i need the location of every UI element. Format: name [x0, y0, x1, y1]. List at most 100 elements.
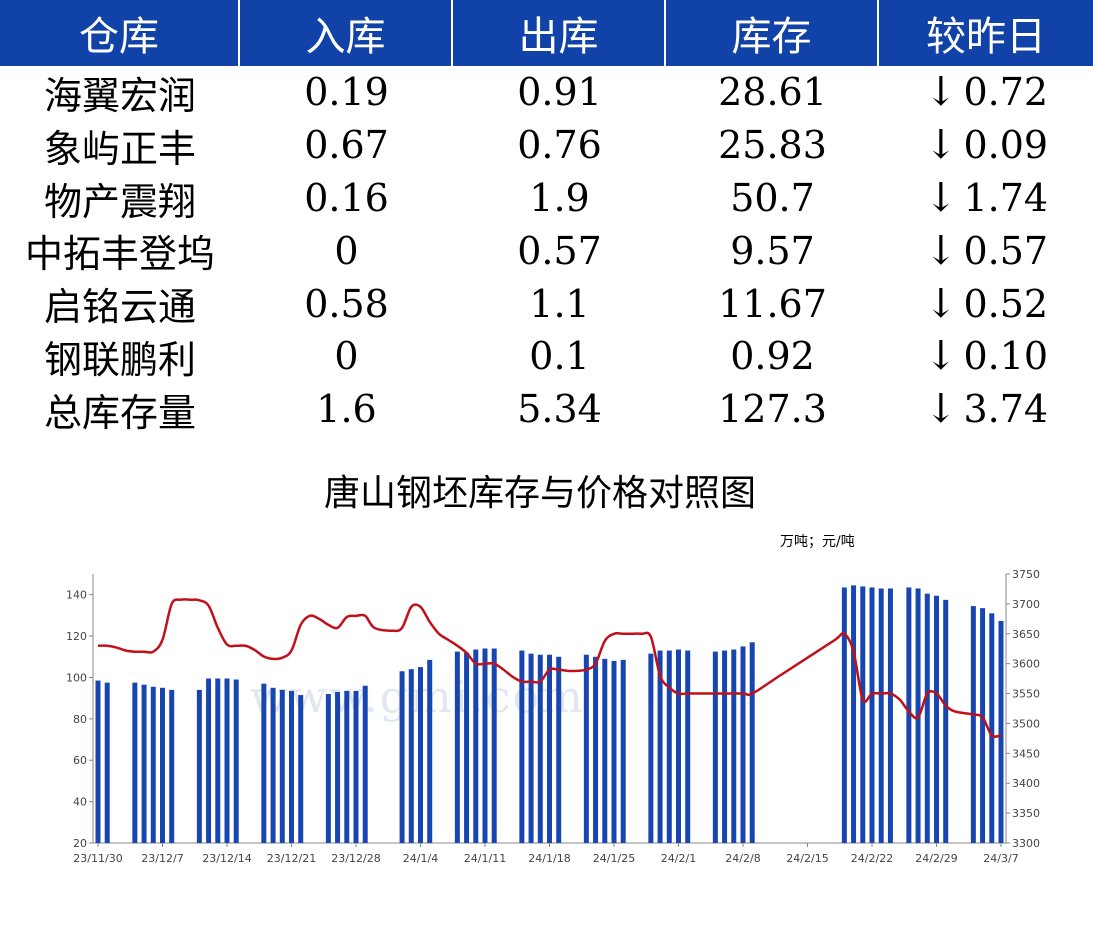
y-left-tick-label: 40	[73, 796, 87, 809]
bar	[150, 686, 156, 843]
bar	[685, 650, 691, 843]
bar	[491, 648, 497, 843]
table-row: 中拓丰登坞 0 0.57 9.57 ↓ 0.57	[0, 224, 1093, 277]
bar	[427, 659, 433, 843]
table-row: 启铭云通 0.58 1.1 11.67 ↓ 0.52	[0, 277, 1093, 330]
bar	[298, 695, 304, 843]
x-tick-label: 23/12/28	[331, 852, 380, 865]
table-row: 海翼宏润 0.19 0.91 28.61 ↓ 0.72	[0, 66, 1093, 119]
y-left-tick-label: 80	[73, 713, 87, 726]
y-right-tick-label: 3700	[1012, 598, 1040, 611]
cell-in: 0.67	[304, 123, 389, 168]
bar	[980, 608, 986, 843]
x-tick-label: 24/2/1	[661, 852, 696, 865]
cell-warehouse: 钢联鹏利	[43, 337, 196, 382]
x-tick-label: 24/2/8	[725, 852, 760, 865]
bar	[270, 687, 276, 843]
cell-out: 5.34	[517, 387, 602, 432]
header-warehouse: 仓库	[0, 0, 240, 66]
bar	[547, 654, 552, 843]
bar	[657, 650, 663, 843]
cell-change: ↓ 0.09	[879, 119, 1093, 172]
y-right-tick-label: 3450	[1012, 747, 1040, 760]
table-row: 总库存量 1.6 5.34 127.3 ↓ 3.74	[0, 383, 1093, 436]
y-left-tick-label: 100	[66, 671, 87, 684]
y-left-tick-label: 60	[73, 754, 87, 767]
cell-change: ↓ 0.57	[879, 224, 1093, 277]
bar	[749, 642, 755, 843]
bar	[160, 687, 165, 843]
bar	[740, 646, 746, 843]
bar	[731, 649, 737, 843]
bar	[869, 587, 875, 843]
y-right-tick-label: 3600	[1012, 658, 1040, 671]
change-value: 0.57	[963, 228, 1049, 273]
cell-out: 1.9	[529, 175, 590, 220]
table-row: 象屿正丰 0.67 0.76 25.83 ↓ 0.09	[0, 119, 1093, 172]
y-right-tick-label: 3500	[1012, 717, 1040, 730]
bar	[666, 650, 672, 843]
cell-in: 1.6	[316, 387, 377, 432]
bar	[464, 652, 470, 843]
change-value: 0.72	[963, 70, 1049, 115]
bar	[473, 649, 479, 843]
bar	[648, 653, 654, 843]
header-in: 入库	[240, 0, 453, 66]
bar	[556, 656, 562, 843]
bar	[943, 599, 949, 843]
bar	[141, 684, 147, 843]
bar	[970, 606, 976, 843]
x-tick-label: 23/12/21	[267, 852, 316, 865]
bar	[676, 649, 681, 843]
down-arrow-icon: ↓	[923, 386, 958, 433]
x-tick-label: 24/1/18	[528, 852, 570, 865]
cell-out: 1.1	[529, 281, 590, 326]
cell-change: ↓ 0.52	[879, 277, 1093, 330]
cell-change: ↓ 1.74	[879, 172, 1093, 225]
bar	[620, 659, 626, 843]
y-left-tick-label: 120	[66, 630, 87, 643]
cell-stock: 9.57	[730, 228, 815, 273]
bar	[233, 679, 239, 843]
chart-svg: 20 40 60 80 100 120 140 3300 3350 3400 3450 3500 355…	[66, 568, 1040, 865]
chart-title: 唐山钢坯库存与价格对照图	[323, 473, 756, 514]
bar	[344, 690, 350, 843]
bar	[841, 587, 847, 843]
bar	[353, 690, 359, 843]
down-arrow-icon: ↓	[923, 333, 958, 380]
price-line	[97, 598, 1002, 738]
x-tick-label: 24/1/11	[464, 852, 506, 865]
bar	[989, 613, 995, 843]
down-arrow-icon: ↓	[923, 122, 958, 169]
cell-stock: 50.7	[730, 175, 815, 220]
bar	[362, 685, 368, 843]
bar	[482, 648, 488, 843]
cell-stock: 25.83	[718, 123, 827, 168]
bar	[906, 587, 912, 843]
bar	[998, 620, 1004, 843]
y-left-tick-label: 20	[73, 837, 87, 850]
y-right-tick-label: 3750	[1012, 568, 1040, 581]
change-value: 0.52	[963, 281, 1049, 326]
bar	[325, 694, 331, 843]
header-stock: 库存	[666, 0, 879, 66]
y-left-tick-label: 140	[66, 589, 87, 602]
cell-in: 0.19	[304, 70, 389, 115]
bar	[289, 690, 294, 843]
cell-stock: 0.92	[730, 334, 815, 379]
cell-in: 0.16	[304, 175, 389, 220]
bar	[215, 678, 221, 843]
cell-warehouse: 象屿正丰	[43, 126, 196, 171]
bar	[528, 653, 534, 843]
cell-in: 0.58	[304, 281, 389, 326]
cell-out: 0.57	[517, 228, 602, 273]
bar	[583, 654, 589, 843]
bar	[611, 660, 617, 843]
header-change: 较昨日	[926, 14, 1046, 60]
x-tick-label: 23/11/30	[73, 852, 122, 865]
bar	[851, 585, 857, 843]
cell-in: 0	[334, 334, 359, 379]
y-right-tick-label: 3400	[1012, 777, 1040, 790]
bar	[95, 680, 101, 843]
bar	[224, 678, 230, 843]
